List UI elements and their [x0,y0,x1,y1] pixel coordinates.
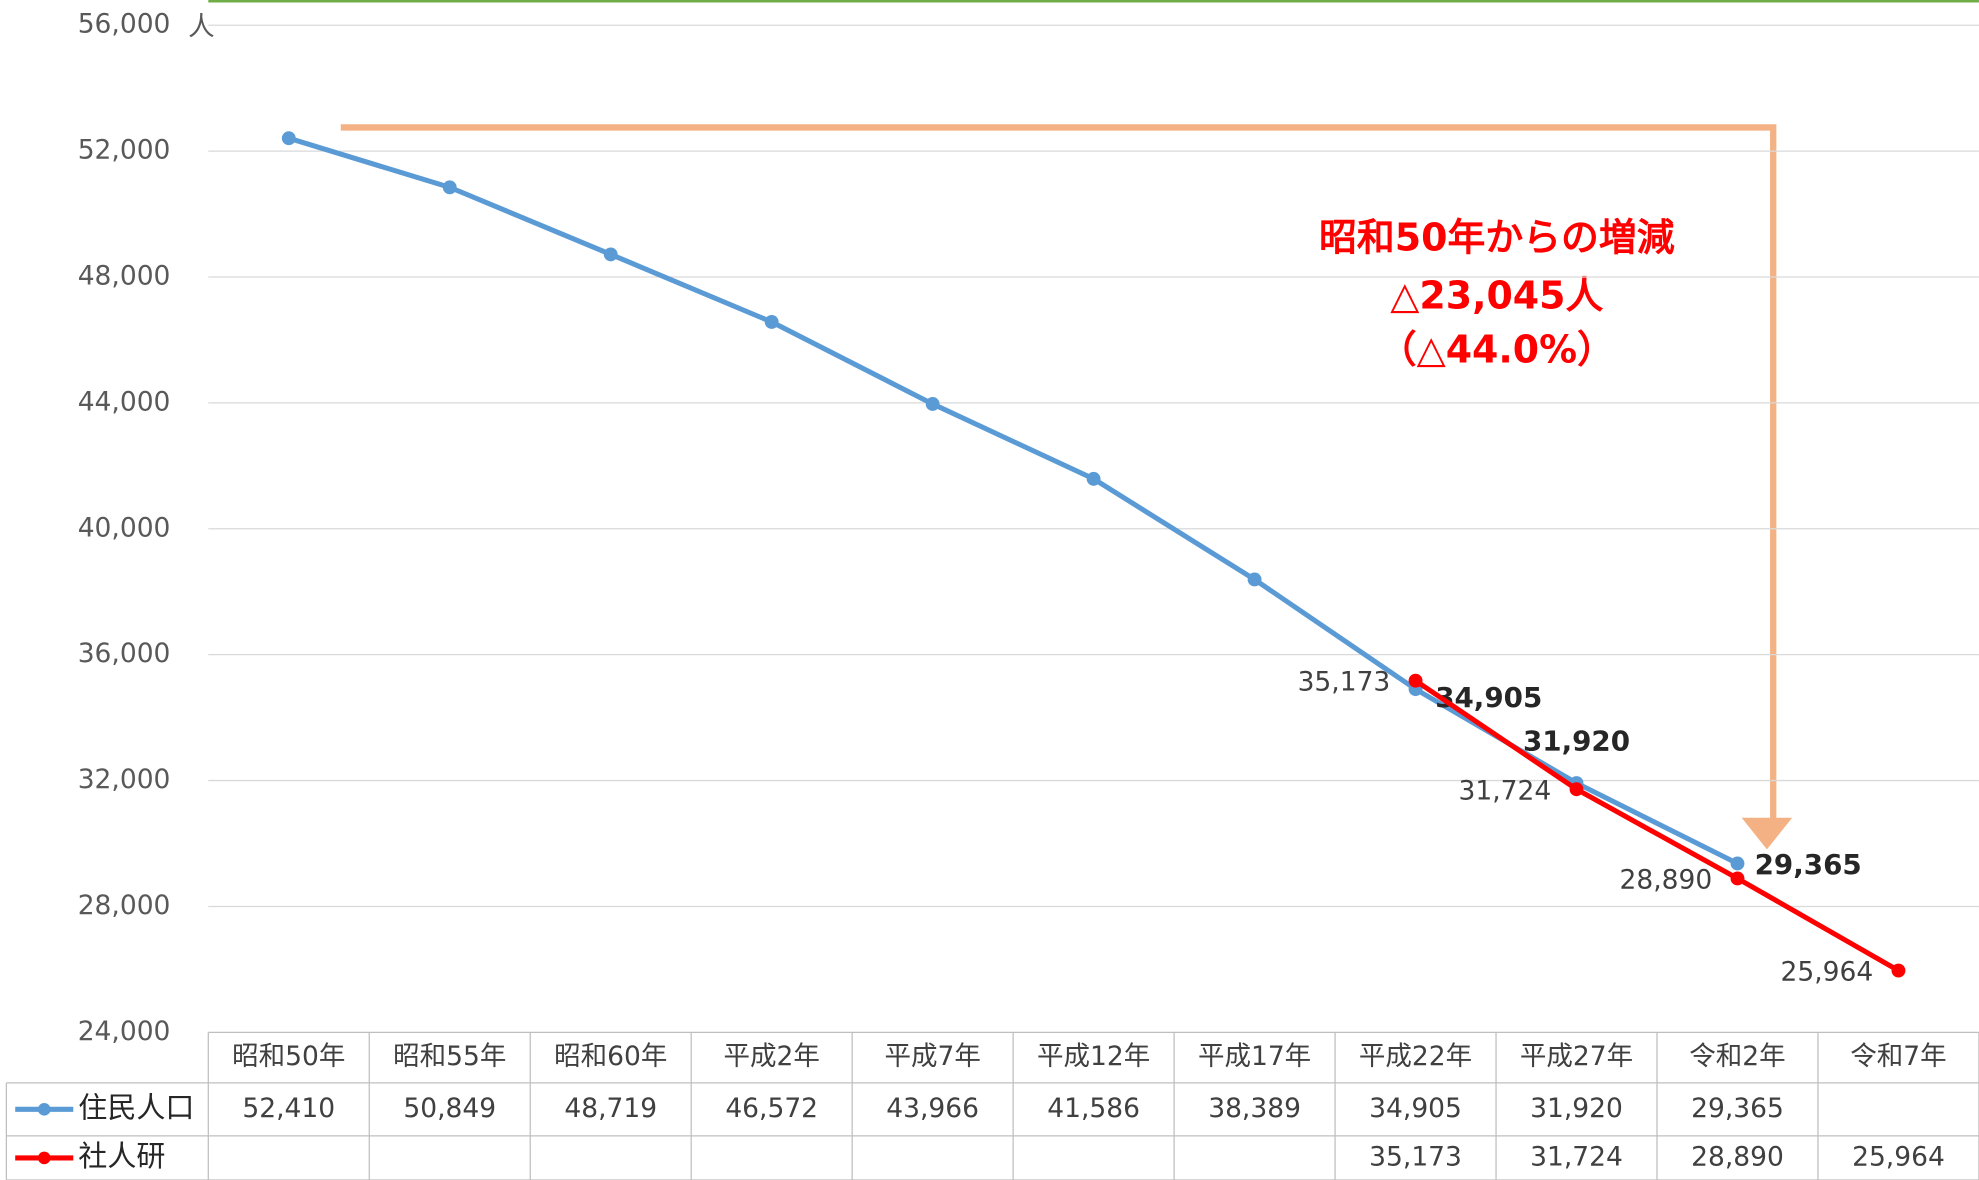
table-cell: 43,966 [886,1093,979,1124]
table-cell: 34,905 [1369,1093,1462,1124]
point [1408,673,1423,688]
table-cell: 35,173 [1369,1141,1462,1172]
point [1730,856,1745,871]
legend-label: 住民人口 [78,1090,194,1124]
point [1086,471,1101,486]
y-tick-label: 44,000 [78,386,171,417]
arrow-head [1741,817,1793,850]
point [442,180,457,195]
legend-marker [37,1151,51,1165]
point [281,131,296,146]
table-cell: 31,724 [1530,1141,1623,1172]
table-cell: 50,849 [403,1093,496,1124]
x-tick-label: 平成22年 [1359,1041,1472,1072]
point [764,315,779,329]
point [1247,572,1262,587]
arrow [340,124,1777,821]
data-label: 29,365 [1755,848,1862,881]
table-cell: 29,365 [1691,1093,1784,1124]
x-tick-label: 昭和55年 [393,1041,506,1072]
x-tick-label: 平成2年 [723,1041,819,1072]
y-tick-label: 36,000 [78,638,171,669]
annotation: △23,045人 [1390,273,1603,317]
x-tick-label: 平成27年 [1520,1041,1633,1072]
y-tick-label: 24,000 [78,1016,171,1047]
y-tick-label: 56,000 [78,9,171,40]
table-cell: 41,586 [1047,1093,1140,1124]
table-cell: 31,920 [1530,1093,1623,1124]
line [1414,678,1900,973]
y-tick-label: 28,000 [78,890,171,921]
data-label: 34,905 [1435,681,1542,714]
data-label: 25,964 [1780,957,1873,988]
table-cell: 25,964 [1852,1141,1945,1172]
table-cell: 48,719 [564,1093,657,1124]
data-label: 31,920 [1523,725,1630,758]
y-tick-label: 48,000 [78,261,171,292]
annotation: 昭和50年からの増減 [1319,215,1675,259]
data-label: 35,173 [1298,667,1391,698]
data-label: 28,890 [1620,864,1713,895]
table-cell: 52,410 [242,1093,335,1124]
point [1569,782,1584,797]
x-tick-label: 昭和50年 [232,1041,345,1072]
y-unit: 人 [188,11,215,42]
point [1730,871,1745,886]
y-tick-label: 52,000 [78,135,171,166]
x-tick-label: 令和7年 [1850,1041,1946,1072]
x-tick-label: 平成12年 [1037,1041,1150,1072]
x-tick-label: 令和2年 [1689,1041,1785,1072]
annotation: （△44.0%） [1379,328,1615,372]
table-cell: 28,890 [1691,1141,1784,1172]
x-tick-label: 昭和60年 [554,1041,667,1072]
table-cell: 38,389 [1208,1093,1301,1124]
x-tick-label: 平成17年 [1198,1041,1311,1072]
legend-label: 社人研 [78,1139,165,1173]
legend-marker [37,1103,51,1116]
point [1891,963,1906,978]
data-label: 31,724 [1459,775,1552,806]
table-cell: 46,572 [725,1093,818,1124]
point [603,247,618,262]
y-tick-label: 32,000 [78,764,171,795]
x-tick-label: 平成7年 [884,1041,980,1072]
y-tick-label: 40,000 [78,512,171,543]
point [925,397,940,411]
